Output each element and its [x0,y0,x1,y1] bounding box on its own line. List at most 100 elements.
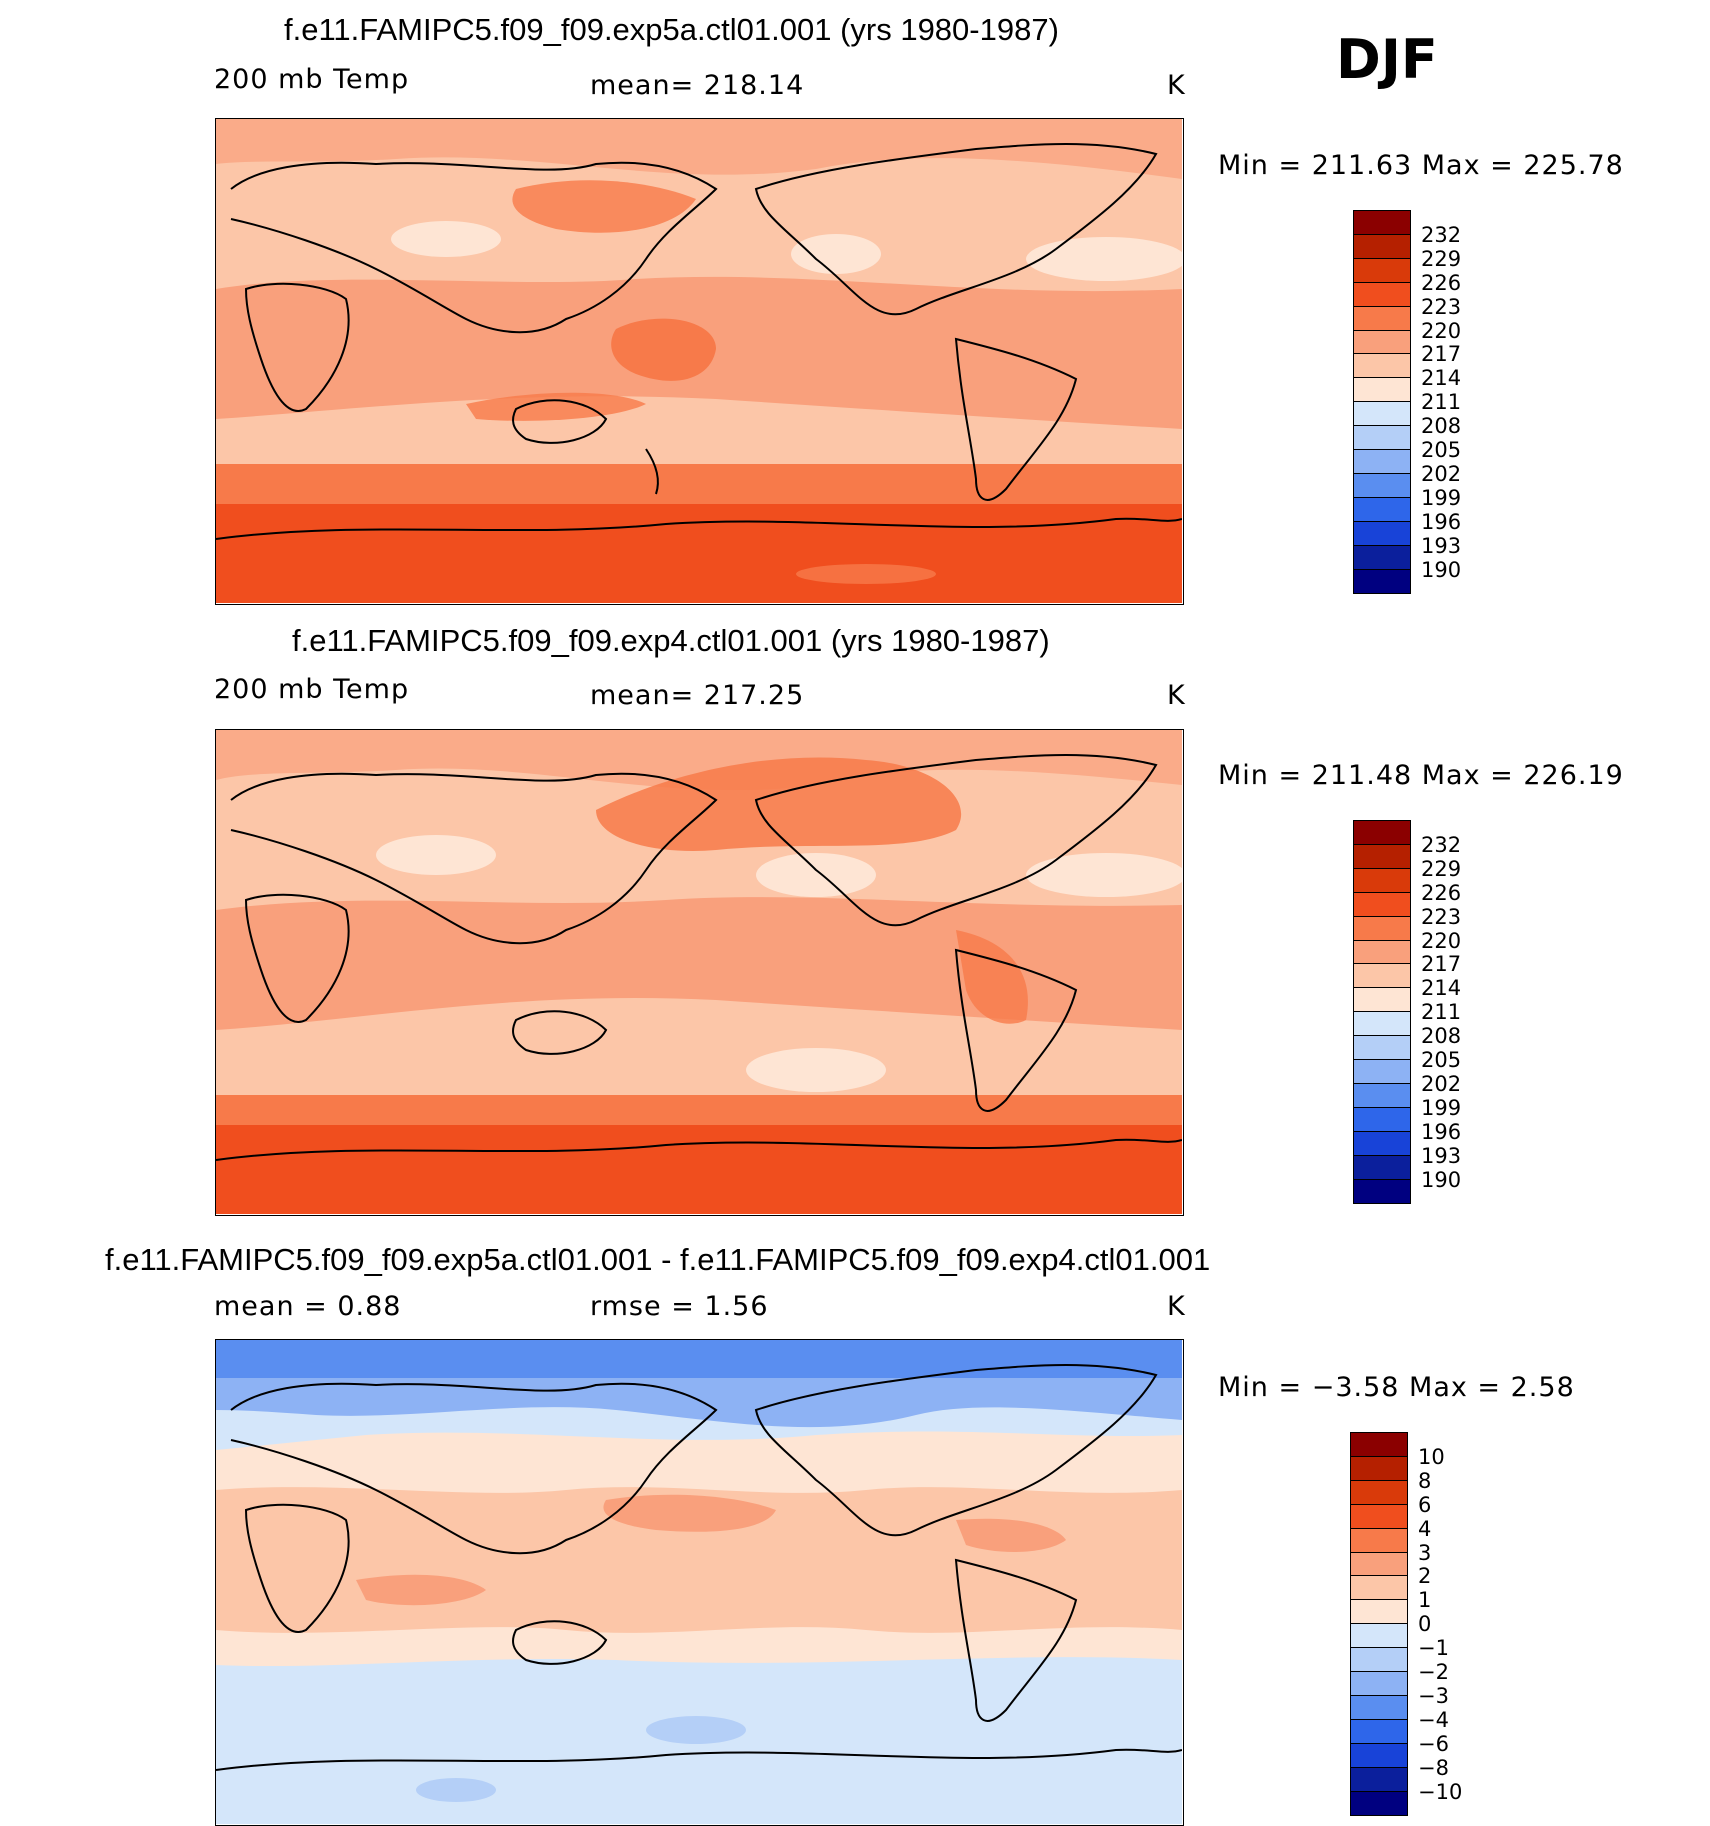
panel3-colorbar-label: −3 [1418,1683,1449,1708]
panel1-contour-field [216,119,1182,603]
panel3-mean-label: mean = 0.88 [214,1291,402,1322]
panel2-colorbar-swatch [1353,1035,1411,1061]
panel2-colorbar-swatch [1353,891,1411,918]
panel2-colorbar-swatch [1353,963,1411,989]
panel1-colorbar-label: 205 [1421,438,1462,462]
panel1-colorbar-label: 196 [1421,509,1462,534]
panel1-mean-label: mean= 218.14 [590,70,805,101]
panel2-colorbar-swatch [1353,987,1411,1013]
panel3-colorbar-label: −8 [1418,1755,1449,1780]
panel3-colorbar-label: −1 [1418,1636,1449,1661]
panel3-colorbar-swatch [1350,1527,1408,1553]
panel1-minmax: Min = 211.63 Max = 225.78 [1218,150,1624,181]
panel3-colorbar-label: −10 [1418,1779,1463,1804]
panel3-colorbar-label: 6 [1418,1492,1432,1517]
panel3-colorbar-swatch [1350,1766,1408,1792]
panel2-colorbar-label: 196 [1421,1119,1462,1144]
panel1-map [215,118,1184,605]
panel3-colorbar-label: −2 [1418,1660,1449,1684]
panel3-units: K [1167,1291,1186,1322]
panel2-colorbar-swatch [1353,867,1411,894]
panel3-contour-field [216,1340,1182,1824]
panel2-colorbar-label: 208 [1421,1024,1462,1049]
panel2-colorbar-label: 217 [1421,952,1462,977]
panel3-colorbar-swatch [1350,1694,1408,1721]
panel3-colorbar-swatch [1350,1790,1408,1816]
panel3-minmax: Min = −3.58 Max = 2.58 [1218,1372,1575,1403]
panel1-colorbar-label: 232 [1421,222,1462,247]
panel3-colorbar-swatch [1350,1551,1408,1577]
panel3-colorbar-swatch [1350,1742,1408,1769]
panel2-colorbar-label: 211 [1421,1000,1462,1025]
panel1-colorbar-label: 208 [1421,414,1462,439]
panel3-colorbar-label: −6 [1418,1731,1449,1756]
panel2-title: f.e11.FAMIPC5.f09_f09.exp4.ctl01.001 (yr… [292,623,1050,658]
panel2-colorbar-swatch [1353,1059,1411,1085]
panel1-colorbar-label: 229 [1421,246,1462,271]
panel1-colorbar-label: 220 [1421,318,1462,343]
panel2-colorbar-label: 232 [1421,832,1462,857]
panel2-colorbar-label: 190 [1421,1167,1462,1192]
panel3-colorbar-swatch [1350,1503,1408,1530]
panel3-colorbar-swatch [1350,1432,1408,1458]
panel3-colorbar-label: 8 [1418,1468,1432,1493]
panel1-colorbar-swatch [1353,544,1411,570]
panel3-colorbar-swatch [1350,1671,1408,1697]
panel2-colorbar-swatch [1353,939,1411,965]
panel2-minmax: Min = 211.48 Max = 226.19 [1218,760,1624,791]
panel1-colorbar-swatch [1353,401,1411,427]
panel2-colorbar-swatch [1353,1130,1411,1157]
panel2-contour-field [216,730,1182,1214]
panel3-colorbar-label: 10 [1418,1444,1445,1469]
panel1-colorbar-swatch [1353,425,1411,451]
panel2-colorbar-label: 214 [1421,976,1462,1001]
panel2-colorbar-swatch [1353,915,1411,941]
panel3-colorbar-swatch [1350,1455,1408,1482]
panel2-mean-label: mean= 217.25 [590,680,805,711]
panel2-colorbar-swatch [1353,1106,1411,1133]
panel1-colorbar-label: 193 [1421,533,1462,558]
panel2-colorbar-swatch [1353,1082,1411,1109]
panel1-title: f.e11.FAMIPC5.f09_f09.exp5a.ctl01.001 (y… [284,12,1059,47]
panel3-colorbar-label: 1 [1418,1588,1432,1613]
panel2-colorbar-swatch [1353,1178,1411,1204]
panel1-colorbar-swatch [1353,305,1411,331]
season-label: DJF [1336,28,1438,91]
panel1-colorbar-swatch [1353,233,1411,260]
panel1-colorbar-label: 223 [1421,294,1462,319]
panel1-colorbar-swatch [1353,281,1411,308]
panel1-colorbar-label: 214 [1421,366,1462,391]
panel1-colorbar-swatch [1353,520,1411,547]
panel2-colorbar-swatch [1353,1154,1411,1180]
panel2-colorbar-swatch [1353,1011,1411,1037]
panel1-colorbar-swatch [1353,496,1411,523]
panel2-colorbar-swatch [1353,843,1411,870]
panel3-colorbar-label: 0 [1418,1612,1432,1637]
panel2-colorbar-label: 223 [1421,904,1462,929]
panel3-title: f.e11.FAMIPC5.f09_f09.exp5a.ctl01.001 - … [105,1242,1211,1277]
panel3-colorbar-swatch [1350,1575,1408,1601]
panel3-colorbar-swatch [1350,1647,1408,1673]
panel3-map [215,1339,1184,1826]
panel3-colorbar-label: −4 [1418,1707,1449,1732]
panel3-colorbar-swatch [1350,1599,1408,1625]
panel1-variable-label: 200 mb Temp [214,64,410,95]
panel2-variable-label: 200 mb Temp [214,674,410,705]
panel1-colorbar-swatch [1353,353,1411,379]
panel2-colorbar-label: 226 [1421,880,1462,905]
panel2-colorbar-swatch [1353,820,1411,846]
panel1-colorbar-swatch [1353,472,1411,499]
panel1-colorbar-swatch [1353,568,1411,594]
panel1-colorbar-label: 202 [1421,461,1462,486]
panel1-colorbar-swatch [1353,329,1411,355]
panel3-colorbar-label: 4 [1418,1516,1432,1541]
panel2-colorbar-label: 199 [1421,1095,1462,1120]
panel1-colorbar-label: 226 [1421,270,1462,295]
panel2-colorbar-label: 229 [1421,856,1462,881]
panel1-colorbar-label: 211 [1421,390,1462,415]
panel3-colorbar-label: 2 [1418,1564,1432,1589]
panel1-colorbar-label: 217 [1421,342,1462,367]
panel1-colorbar-label: 199 [1421,485,1462,510]
panel3-colorbar-swatch [1350,1479,1408,1506]
panel1-units: K [1167,70,1186,101]
